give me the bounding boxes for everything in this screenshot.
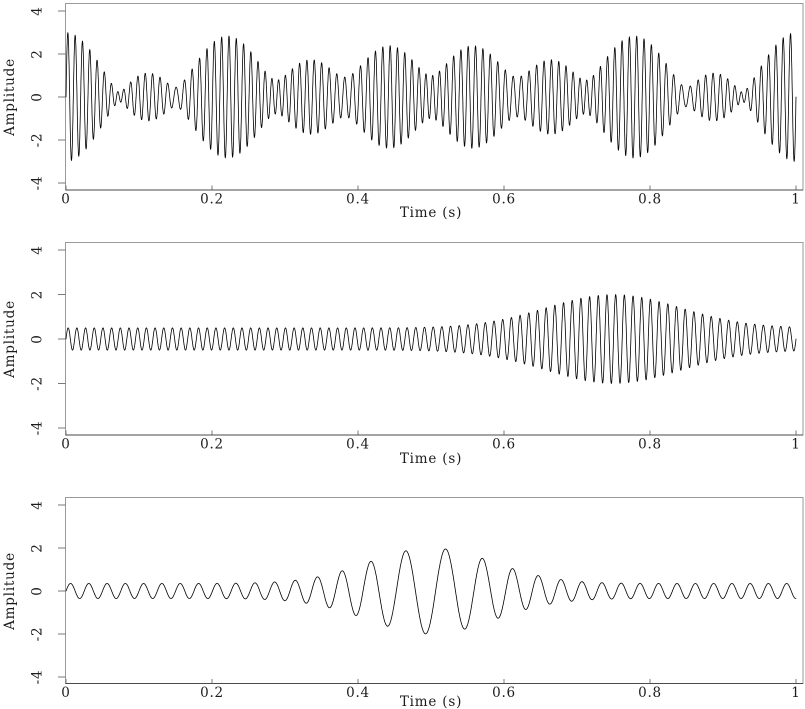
x-tick-label: 0.6 <box>492 685 516 701</box>
x-tick-label: 0.4 <box>346 192 370 208</box>
y-axis-label-panel-2: Amplitude <box>2 300 18 378</box>
waveform-panel-1: 0 0.2 0.4 0.6 0.8 1 4 2 0 -2 -4 <box>30 3 804 208</box>
y-tick-label: 2 <box>30 49 46 58</box>
waveform-trace <box>65 294 797 384</box>
waveform-trace <box>65 548 797 635</box>
x-tick-label: 0.8 <box>638 192 662 208</box>
y-tick-label: -2 <box>30 627 46 642</box>
x-axis-label-panel-2: Time (s) <box>399 451 463 467</box>
y-tick-label: 0 <box>30 92 46 101</box>
x-tick-label: 0.6 <box>492 192 516 208</box>
y-tick-label: 4 <box>30 500 46 509</box>
x-tick-label: 0.2 <box>200 685 224 701</box>
waveform-panel-2: 0 0.2 0.4 0.6 0.8 1 4 2 0 -2 -4 <box>30 242 804 453</box>
x-tick-label: 0.8 <box>638 685 662 701</box>
x-tick-label: 0.6 <box>492 437 516 453</box>
x-tick-label: 0.4 <box>346 685 370 701</box>
plot-frame <box>65 242 804 436</box>
y-tick-label: 2 <box>30 543 46 552</box>
y-axis-label-panel-1: Amplitude <box>2 58 18 136</box>
x-tick-label: 0.8 <box>638 437 662 453</box>
x-tick-label: 0 <box>61 192 70 208</box>
x-tick-label: 1 <box>791 685 800 701</box>
y-tick-label: 4 <box>30 6 46 15</box>
x-axis-label-panel-1: Time (s) <box>399 205 463 221</box>
x-tick-label: 1 <box>791 192 800 208</box>
y-tick-label: -4 <box>30 176 46 191</box>
y-axis-label-panel-3: Amplitude <box>2 552 18 630</box>
x-tick-label: 0.2 <box>200 437 224 453</box>
y-tick-label: 0 <box>30 334 46 343</box>
y-tick-label: -2 <box>30 376 46 391</box>
x-tick-label: 0.4 <box>346 437 370 453</box>
y-tick-label: -2 <box>30 133 46 148</box>
x-tick-label: 1 <box>791 437 800 453</box>
waveform-panel-3: 0 0.2 0.4 0.6 0.8 1 4 2 0 -2 -4 <box>30 497 804 701</box>
y-tick-label: 4 <box>30 245 46 254</box>
x-tick-label: 0.2 <box>200 192 224 208</box>
y-tick-label: -4 <box>30 421 46 436</box>
waveform-trace <box>65 32 797 162</box>
x-tick-label: 0 <box>61 685 70 701</box>
x-axis-label-panel-3: Time (s) <box>399 694 463 709</box>
y-tick-label: 2 <box>30 290 46 299</box>
y-tick-label: -4 <box>30 670 46 685</box>
y-tick-label: 0 <box>30 586 46 595</box>
x-tick-label: 0 <box>61 437 70 453</box>
